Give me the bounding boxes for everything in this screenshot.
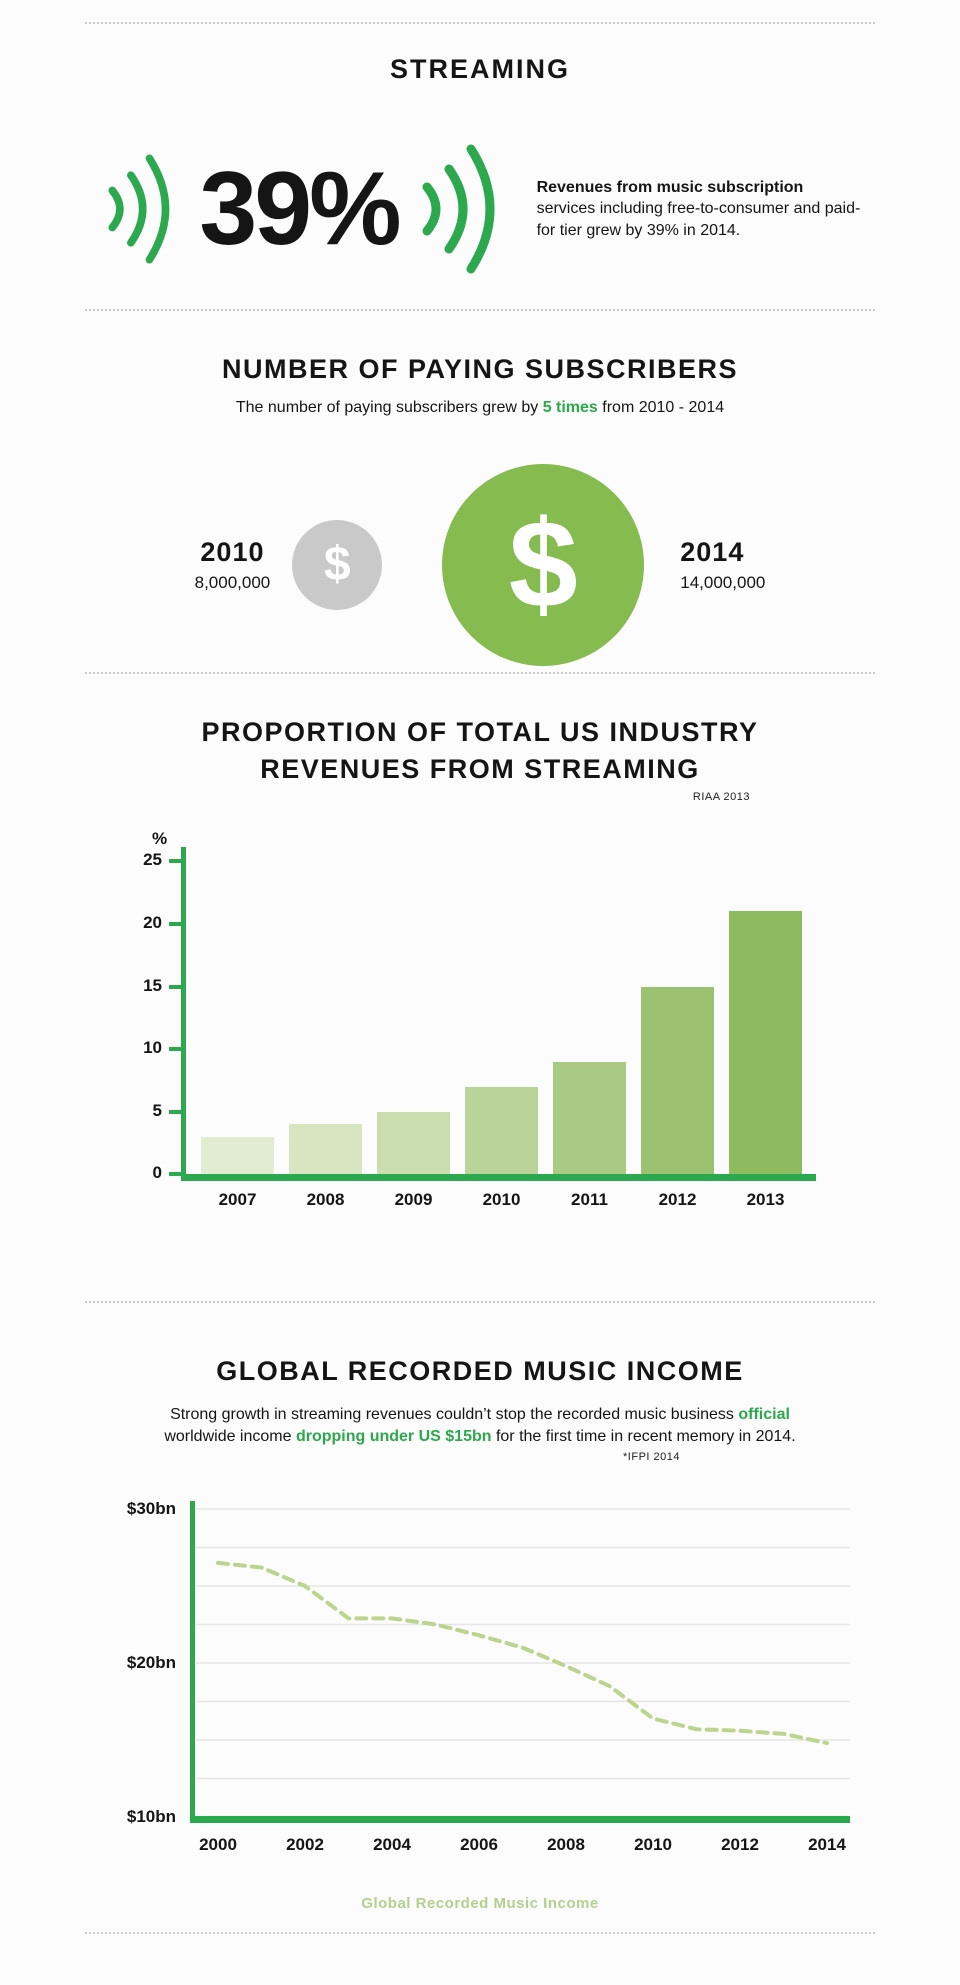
bar-y-tick-label: 5 bbox=[152, 1100, 162, 1120]
subscribers-subtitle-suffix: from 2010 - 2014 bbox=[597, 399, 725, 417]
line-chart-canvas bbox=[190, 1500, 850, 1823]
streaming-description-bold: Revenues from music subscription bbox=[536, 178, 804, 196]
y-axis-unit-label: % bbox=[152, 829, 168, 849]
line-x-label-2004: 2004 bbox=[373, 1834, 411, 1854]
global-income-line-chart: $30bn $20bn $10bn 2000 2002 2004 2006 2008 2010… bbox=[90, 1499, 870, 1861]
sound-wave-left-icon bbox=[99, 135, 183, 283]
bars-group bbox=[186, 861, 816, 1175]
income-line bbox=[216, 1560, 829, 1745]
separator-top bbox=[85, 22, 875, 24]
bar-x-label-2008: 2008 bbox=[306, 1190, 345, 1210]
subscribers-subtitle-highlight: 5 times bbox=[542, 399, 598, 417]
global-text-1: Strong growth in streaming revenues coul… bbox=[170, 1405, 739, 1423]
global-highlight-1: official bbox=[738, 1405, 790, 1423]
line-y-label-30: $30bn bbox=[126, 1498, 176, 1518]
us-chart-heading-line1: PROPORTION OF TOTAL US INDUSTRY bbox=[201, 717, 759, 748]
bar-2008 bbox=[289, 1124, 362, 1175]
line-x-label-2014: 2014 bbox=[808, 1834, 846, 1854]
separator-2 bbox=[85, 309, 875, 311]
year-2010: 2010 bbox=[200, 536, 265, 567]
separator-bottom bbox=[85, 1931, 875, 1934]
ifpi-source-label: *IFPI 2014 bbox=[623, 1450, 680, 1463]
bar-2013 bbox=[729, 911, 802, 1175]
dollar-icon: $ bbox=[508, 495, 578, 634]
bar-x-label-2009: 2009 bbox=[394, 1190, 433, 1210]
bar-y-tick-mark bbox=[169, 921, 181, 926]
line-x-label-2002: 2002 bbox=[286, 1834, 324, 1854]
global-highlight-2: dropping under US $15bn bbox=[295, 1428, 492, 1446]
streaming-description-rest: services including free-to-consumer and … bbox=[536, 200, 861, 239]
line-x-label-2000: 2000 bbox=[199, 1834, 237, 1854]
bar-y-tick-label: 20 bbox=[143, 912, 162, 932]
bar-y-tick-label: 15 bbox=[143, 975, 162, 995]
separator-4 bbox=[85, 1301, 875, 1304]
global-description: Strong growth in streaming revenues coul… bbox=[140, 1404, 820, 1449]
bar-y-tick-label: 10 bbox=[143, 1038, 162, 1058]
riaa-source-label: RIAA 2013 bbox=[692, 791, 750, 804]
bar-2007 bbox=[201, 1136, 274, 1175]
bar-y-tick-mark bbox=[169, 1109, 181, 1114]
streaming-growth-section: 39% Revenues from music subscription ser… bbox=[0, 109, 960, 309]
chart-legend: Global Recorded Music Income bbox=[361, 1894, 599, 1912]
subscribers-comparison: 2010 8,000,000 $ $ 2014 14,000,000 bbox=[0, 457, 960, 672]
dollar-circle-2010: $ bbox=[292, 519, 383, 610]
bar-y-tick-mark bbox=[169, 984, 181, 989]
year-2014: 2014 bbox=[680, 536, 745, 567]
x-axis-line bbox=[190, 1815, 850, 1823]
bar-x-axis-labels: 2007 2008 2009 2010 2011 2012 2013 bbox=[186, 1190, 802, 1210]
line-y-label-10: $10bn bbox=[126, 1806, 176, 1826]
bar-y-tick-mark bbox=[169, 1047, 181, 1052]
line-x-label-2006: 2006 bbox=[460, 1834, 498, 1854]
dollar-circle-2014: $ bbox=[442, 463, 645, 666]
count-2010: 8,000,000 bbox=[194, 572, 271, 592]
bar-y-tick-label: 25 bbox=[143, 850, 162, 870]
growth-percentage: 39% bbox=[199, 151, 401, 267]
line-y-axis-labels: $30bn $20bn $10bn bbox=[90, 1499, 190, 1839]
bar-y-tick-label: 0 bbox=[152, 1163, 162, 1183]
dollar-icon: $ bbox=[323, 538, 351, 592]
us-streaming-chart-section: PROPORTION OF TOTAL US INDUSTRY REVENUES… bbox=[0, 714, 960, 1229]
bar-y-tick-mark bbox=[169, 1172, 181, 1177]
separator-3 bbox=[85, 672, 875, 675]
global-text-2: worldwide income bbox=[164, 1428, 296, 1446]
bar-plot-area: 2007 2008 2009 2010 2011 2012 2013 0 5 10 15 20 25 bbox=[143, 847, 816, 1209]
bar-x-label-2012: 2012 bbox=[658, 1190, 697, 1210]
subscribers-2014-label: 2014 14,000,000 bbox=[680, 537, 765, 593]
us-chart-heading: PROPORTION OF TOTAL US INDUSTRY REVENUES… bbox=[0, 714, 960, 787]
bar-2012 bbox=[641, 986, 714, 1175]
y-axis-line bbox=[190, 1500, 195, 1823]
subscribers-subtitle-prefix: The number of paying subscribers grew by bbox=[235, 399, 543, 417]
subscribers-heading: NUMBER OF PAYING SUBSCRIBERS bbox=[221, 354, 739, 384]
bar-2011 bbox=[553, 1061, 626, 1175]
count-2014: 14,000,000 bbox=[680, 572, 766, 592]
page-title: STREAMING bbox=[390, 54, 570, 84]
us-chart-heading-line2: REVENUES FROM STREAMING bbox=[260, 753, 700, 784]
line-x-label-2010: 2010 bbox=[634, 1834, 672, 1854]
bar-x-label-2010: 2010 bbox=[482, 1190, 521, 1210]
bar-x-label-2011: 2011 bbox=[571, 1190, 608, 1210]
subscribers-subtitle: The number of paying subscribers grew by… bbox=[0, 399, 960, 417]
line-x-label-2012: 2012 bbox=[721, 1834, 759, 1854]
bar-x-label-2013: 2013 bbox=[746, 1190, 785, 1210]
sound-wave-right-icon bbox=[411, 125, 511, 293]
line-x-label-2008: 2008 bbox=[547, 1834, 585, 1854]
line-x-axis-labels: 2000 2002 2004 2006 2008 2010 2012 2014 bbox=[190, 1835, 850, 1857]
bar-2010 bbox=[465, 1086, 538, 1175]
global-income-section: GLOBAL RECORDED MUSIC INCOME Strong grow… bbox=[0, 1353, 960, 1912]
bar-y-tick-mark bbox=[169, 859, 181, 864]
line-y-label-20: $20bn bbox=[126, 1652, 176, 1672]
subscribers-2010-label: 2010 8,000,000 bbox=[195, 537, 271, 593]
subscribers-section: NUMBER OF PAYING SUBSCRIBERS The number … bbox=[0, 351, 960, 672]
bar-2009 bbox=[377, 1111, 450, 1175]
streaming-description: Revenues from music subscription service… bbox=[537, 177, 867, 242]
bar-x-label-2007: 2007 bbox=[218, 1190, 257, 1210]
global-text-3: for the first time in recent memory in 2… bbox=[491, 1428, 796, 1446]
us-streaming-bar-chart: % 2007 2008 2009 2010 2011 2012 2013 0 5 10 15 20 2… bbox=[100, 829, 860, 1229]
global-heading: GLOBAL RECORDED MUSIC INCOME bbox=[216, 1356, 744, 1387]
